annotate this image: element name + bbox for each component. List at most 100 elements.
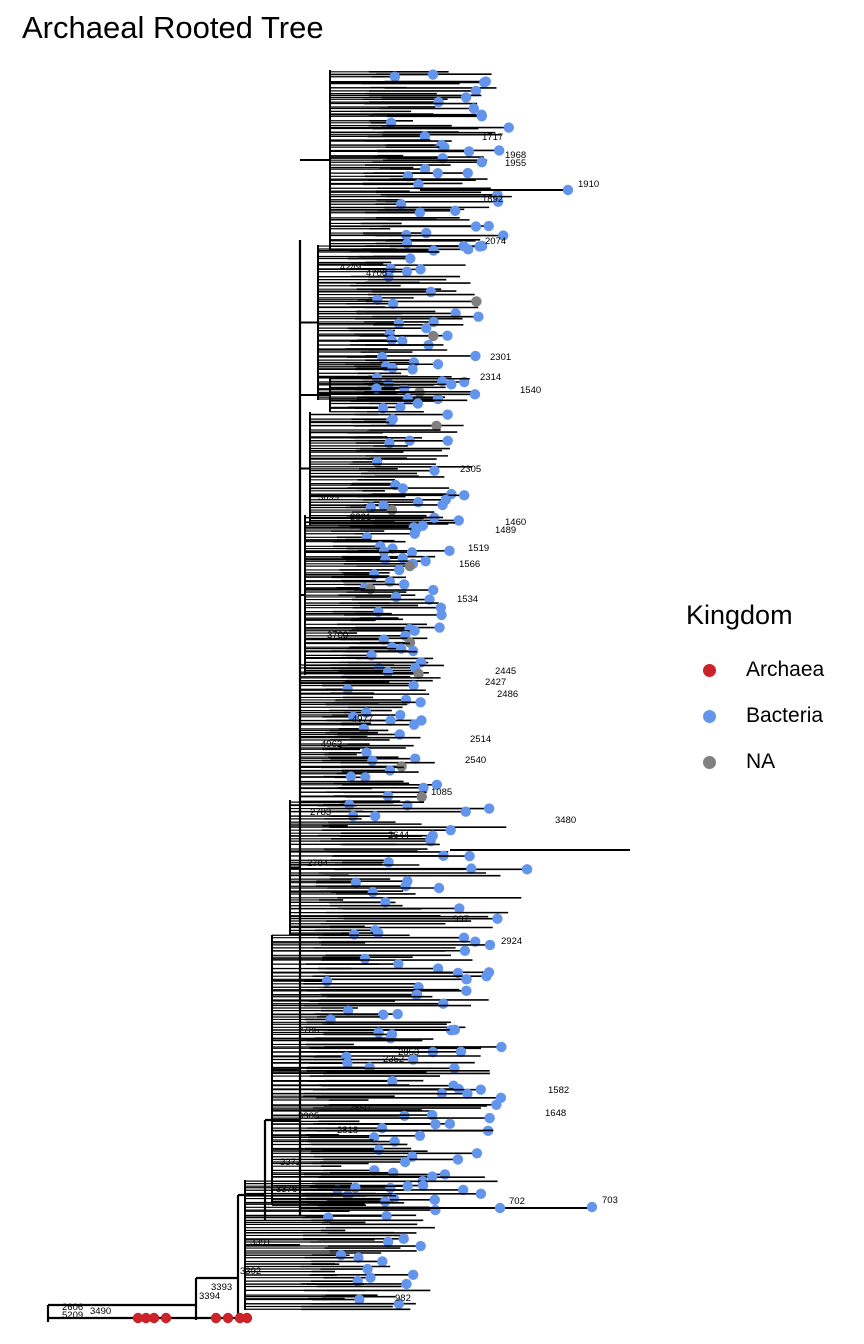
leaf-node xyxy=(449,1024,461,1036)
node-label: 3700 xyxy=(327,630,348,641)
leaf-node xyxy=(413,668,424,679)
leaf-node xyxy=(439,1169,451,1180)
leaf-node xyxy=(432,167,444,179)
leaf-node xyxy=(411,989,422,1001)
leaf-node xyxy=(428,584,439,596)
legend-swatch-archaea xyxy=(703,663,716,677)
node-label: 2352 xyxy=(383,1054,404,1065)
archaea-leaf xyxy=(148,1312,160,1324)
leaf-node xyxy=(400,881,411,892)
leaf-node xyxy=(433,882,445,894)
leaf-node xyxy=(492,913,503,924)
leaf-node xyxy=(401,1278,412,1290)
node-label: 1519 xyxy=(468,543,489,554)
leaf-node xyxy=(342,1005,354,1016)
node-label: 4977 xyxy=(352,714,373,725)
node-label: 982 xyxy=(395,1293,411,1304)
node-label: 2784 xyxy=(307,858,328,869)
leaf-node xyxy=(387,362,398,374)
leaf-node xyxy=(367,755,378,766)
archaea-leaf xyxy=(132,1312,144,1324)
node-label: 3480 xyxy=(555,815,576,826)
leaf-node xyxy=(412,398,424,409)
leaf-node xyxy=(419,163,431,175)
leaf-node xyxy=(437,499,448,511)
leaf-node xyxy=(432,393,444,405)
leaf-node xyxy=(367,886,379,898)
leaf-node xyxy=(386,504,398,516)
leaf-node xyxy=(373,1027,384,1038)
leaf-node xyxy=(475,1084,486,1095)
leaf-node xyxy=(398,1233,409,1245)
chart-title: Archaeal Rooted Tree xyxy=(22,10,324,45)
node-label: 1540 xyxy=(520,385,541,396)
leaf-node xyxy=(432,963,444,974)
leaf-node xyxy=(409,753,421,764)
leaf-node xyxy=(414,1130,426,1141)
leaf-node xyxy=(373,927,384,939)
leaf-node xyxy=(455,1046,467,1058)
leaf-node xyxy=(393,318,404,329)
leaf-node xyxy=(442,409,453,420)
leaf-node xyxy=(420,556,431,567)
leaf-node xyxy=(498,230,509,241)
leaf-node xyxy=(396,761,407,772)
leaf-node xyxy=(446,379,457,390)
leaf-node xyxy=(385,416,397,427)
leaf-node xyxy=(419,131,431,142)
leaf-node xyxy=(479,77,490,88)
leaf-node xyxy=(468,103,479,114)
leaf-node xyxy=(442,330,453,341)
leaf-node xyxy=(393,958,404,970)
leaf-node xyxy=(399,1156,411,1168)
node-label: 2305 xyxy=(460,464,481,475)
leaf-node xyxy=(444,1118,456,1130)
legend-label-na: NA xyxy=(746,750,776,773)
leaf-node xyxy=(586,1201,598,1213)
node-label: 3393 xyxy=(211,1282,232,1293)
leaf-node xyxy=(432,359,444,370)
leaf-node xyxy=(408,680,419,691)
leaf-node xyxy=(475,1188,487,1200)
leaf-node xyxy=(454,903,465,914)
leaf-node xyxy=(466,863,477,874)
leaf-node xyxy=(415,264,426,275)
leaf-node xyxy=(438,998,449,1009)
legend-label-bacteria: Bacteria xyxy=(746,704,824,727)
leaf-node xyxy=(458,932,470,943)
leaf-node xyxy=(384,576,396,587)
node-label: 2783 xyxy=(310,807,331,818)
leaf-node xyxy=(521,864,533,875)
node-label: 1566 xyxy=(459,559,480,570)
leaf-node xyxy=(461,985,472,997)
node-label: 2850 xyxy=(349,1103,370,1114)
leaf-node xyxy=(453,515,464,526)
node-label: 2540 xyxy=(465,755,486,766)
leaf-node xyxy=(427,69,439,80)
leaf-node xyxy=(386,641,398,653)
leaf-node xyxy=(369,810,381,822)
leaf-node xyxy=(398,579,410,590)
leaf-node xyxy=(442,435,453,447)
leaf-node xyxy=(430,1119,441,1130)
leaf-node xyxy=(376,1122,388,1134)
leaf-node xyxy=(493,145,505,156)
leaf-node xyxy=(385,1032,396,1044)
leaf-node xyxy=(387,1076,398,1087)
leaf-node xyxy=(392,1008,403,1020)
leaf-node xyxy=(464,850,475,862)
leaf-node xyxy=(492,196,504,207)
leaf-node xyxy=(402,1180,413,1192)
node-label: 1460 xyxy=(505,517,526,528)
leaf-node xyxy=(494,1202,506,1214)
leaf-node xyxy=(431,779,443,791)
leaf-node xyxy=(484,1112,495,1124)
leaf-node xyxy=(389,71,401,82)
leaf-node xyxy=(382,1236,394,1248)
leaf-node xyxy=(404,560,416,572)
node-label: 1085 xyxy=(431,787,452,798)
leaf-node xyxy=(414,207,426,218)
node-label: 1489 xyxy=(495,525,516,536)
leaf-node xyxy=(471,1148,483,1159)
